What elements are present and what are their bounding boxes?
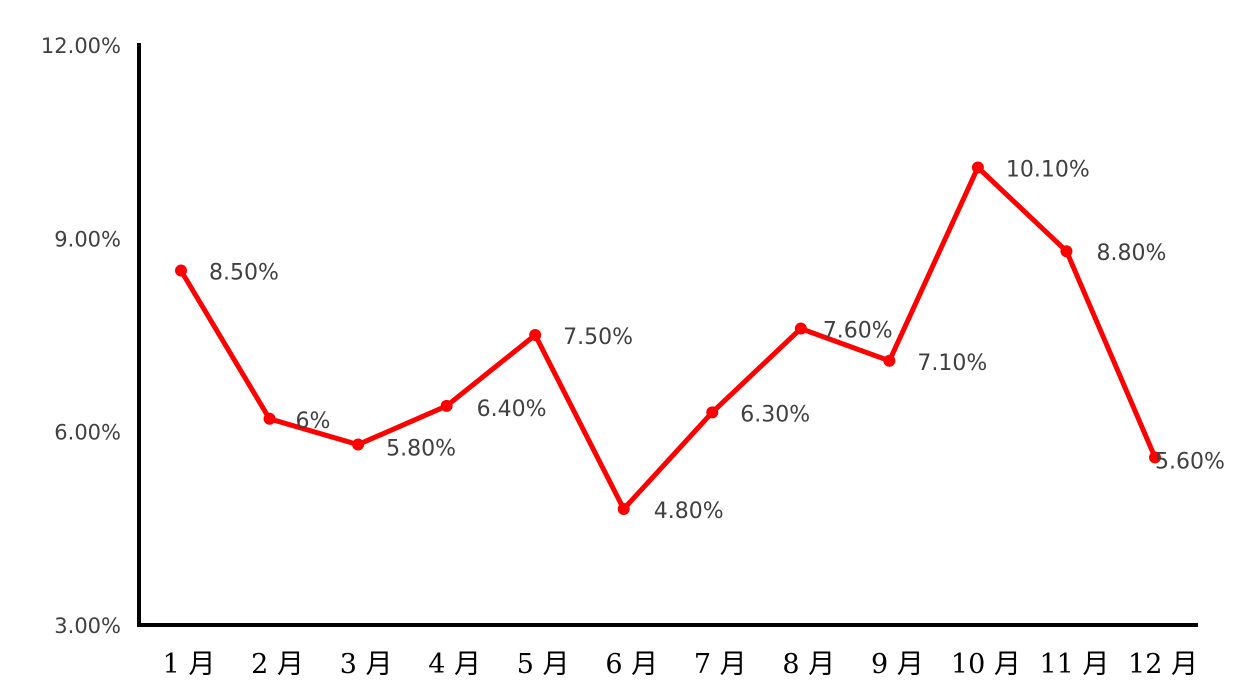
- data-point: [529, 329, 542, 341]
- data-label: 5.80%: [386, 437, 456, 462]
- series-line: [178, 164, 1158, 512]
- x-tick-label: 8 月: [782, 649, 835, 680]
- x-tick-label: 2 月: [251, 649, 304, 680]
- data-point: [794, 322, 807, 335]
- x-tick-label: 5 月: [517, 649, 570, 680]
- x-axis-ticks: 1 月 2 月 3 月 4 月 5 月 6 月 7 月 8 月 9 月 10 月 11 月 12 月: [163, 649, 1198, 680]
- data-label: 10.10%: [1006, 157, 1090, 182]
- data-point: [617, 503, 630, 515]
- data-labels: 8.50% 6% 5.80% 6.40% 7.50% 4.80% 6.30% 7.60% 7.1…: [209, 157, 1225, 524]
- x-tick-label: 3 月: [340, 649, 393, 680]
- series-group: [175, 161, 1161, 515]
- y-axis-ticks: 3.00% 6.00% 9.00% 12.00%: [41, 34, 121, 638]
- data-label: 7.50%: [563, 325, 633, 350]
- data-label: 5.60%: [1155, 449, 1225, 474]
- x-tick-label: 1 月: [163, 649, 216, 680]
- y-tick-label: 3.00%: [54, 614, 121, 638]
- data-label: 6.40%: [477, 397, 547, 422]
- data-point: [175, 264, 187, 277]
- data-point: [1149, 451, 1161, 464]
- data-point: [352, 438, 365, 451]
- data-label: 8.80%: [1096, 241, 1166, 266]
- data-point: [971, 161, 984, 174]
- x-tick-label: 7 月: [694, 649, 747, 680]
- data-point: [263, 412, 276, 425]
- data-label: 6.30%: [740, 402, 810, 427]
- data-label: 6%: [296, 409, 331, 434]
- data-point: [706, 406, 719, 419]
- data-label: 8.50%: [209, 261, 279, 286]
- y-tick-label: 6.00%: [54, 421, 121, 445]
- y-tick-label: 9.00%: [54, 227, 121, 251]
- data-point: [1060, 245, 1073, 258]
- x-tick-label: 4 月: [428, 649, 481, 680]
- x-tick-label: 6 月: [605, 649, 658, 680]
- data-label: 7.60%: [823, 319, 893, 344]
- data-point: [883, 354, 896, 367]
- x-tick-label: 10 月: [951, 649, 1021, 680]
- y-tick-label: 12.00%: [41, 34, 121, 58]
- x-tick-label: 12 月: [1128, 649, 1198, 680]
- axes: [137, 43, 1198, 627]
- data-label: 7.10%: [917, 351, 987, 376]
- data-label: 4.80%: [654, 499, 724, 524]
- x-tick-label: 9 月: [871, 649, 924, 680]
- x-tick-label: 11 月: [1039, 649, 1109, 680]
- data-point: [440, 399, 453, 412]
